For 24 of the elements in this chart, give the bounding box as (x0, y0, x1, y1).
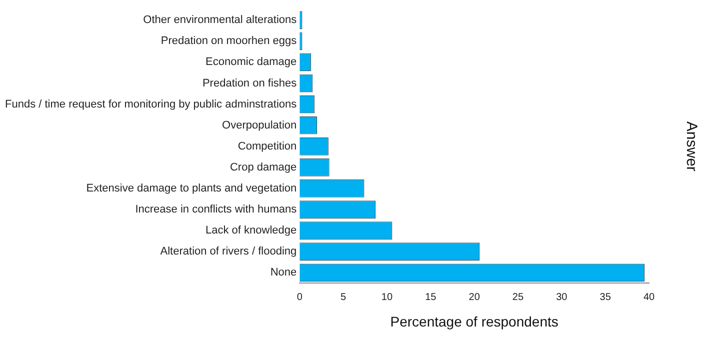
x-tick-label: 15 (425, 292, 437, 303)
y-axis-title: Answer (682, 121, 700, 172)
x-tick-label: 10 (381, 292, 393, 303)
x-tick-label: 5 (340, 292, 347, 303)
y-tick-label: Extensive damage to plants and vegetation (86, 182, 297, 195)
y-tick-label: Alteration of rivers / flooding (160, 246, 297, 258)
y-tick-label: Economic damage (206, 56, 297, 68)
x-tick-label: 30 (556, 292, 568, 303)
x-tick-label: 35 (600, 292, 612, 303)
y-tick-label: Competition (238, 140, 297, 152)
y-tick-label: Predation on fishes (202, 77, 298, 90)
y-tick-label: None (270, 266, 297, 279)
y-tick-label: Lack of knowledge (206, 224, 297, 237)
x-tick-label: 0 (296, 292, 303, 303)
y-tick-label: Predation on moorhen eggs (160, 35, 298, 48)
x-axis-title: Percentage of respondents (390, 313, 558, 330)
y-tick-label: Crop damage (230, 161, 297, 174)
y-tick-label: Overpopulation (222, 119, 297, 132)
y-tick-label: Increase in conflicts with humans (135, 204, 298, 216)
x-tick-label: 40 (643, 292, 655, 303)
x-tick-label: 20 (468, 292, 480, 303)
x-tick-label: 25 (512, 292, 524, 303)
y-tick-label: Other environmental alterations (143, 14, 298, 26)
y-tick-label: Funds / time request for monitoring by public adminstrations (4, 98, 298, 110)
